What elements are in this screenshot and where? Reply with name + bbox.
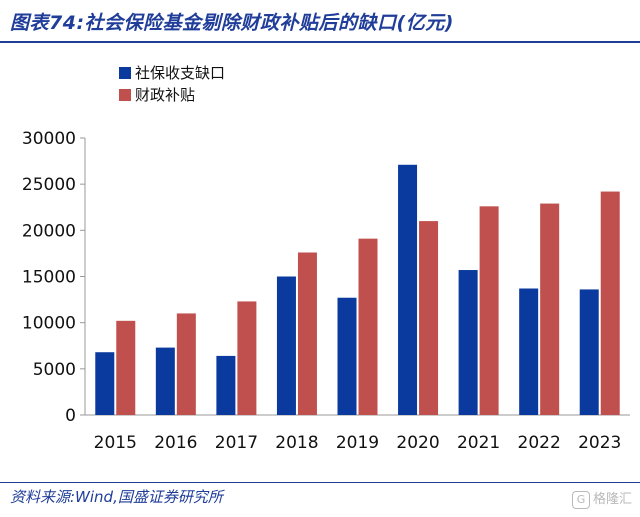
bar-series-1 (398, 164, 418, 415)
chart-title: 图表74:社会保险基金剔除财政补贴后的缺口(亿元) (10, 12, 454, 34)
y-tick-label: 0 (65, 406, 76, 426)
x-tick-label: 2020 (396, 433, 439, 453)
x-tick-label: 2019 (336, 433, 379, 453)
y-tick-label: 5000 (33, 360, 76, 380)
bar-series-2 (358, 238, 378, 415)
bar-series-1 (337, 297, 357, 415)
x-tick-label: 2016 (154, 433, 197, 453)
bar-series-1 (155, 347, 175, 415)
source-divider (0, 482, 640, 483)
x-tick-label: 2015 (94, 433, 137, 453)
legend-label: 财政补贴 (135, 86, 195, 104)
y-tick-label: 25000 (22, 175, 76, 195)
x-tick-label: 2017 (215, 433, 258, 453)
y-tick-label: 20000 (22, 221, 76, 241)
legend-label: 社保收支缺口 (135, 64, 225, 82)
bar-series-2 (419, 221, 439, 415)
bar-series-2 (600, 191, 620, 415)
bar-series-1 (276, 276, 296, 415)
bars (95, 164, 620, 415)
bar-series-2 (116, 320, 136, 415)
watermark-text: 格隆汇 (592, 492, 632, 507)
y-axis: 0 5000 10000 15000 20000 25000 30000 (22, 129, 86, 426)
bar-series-1 (216, 355, 236, 415)
x-axis: 2015 2016 2017 2018 2019 2020 2021 2022 2023 (85, 414, 630, 453)
bar-series-2 (479, 206, 499, 415)
bar-series-2 (297, 252, 317, 415)
y-tick-label: 10000 (22, 314, 76, 334)
bar-series-1 (519, 288, 539, 415)
bar-series-2 (237, 301, 257, 415)
bar-series-2 (176, 313, 196, 415)
title-divider (0, 41, 640, 43)
x-tick-label: 2018 (275, 433, 318, 453)
x-tick-label: 2021 (457, 433, 500, 453)
watermark-logo-icon: G (571, 491, 590, 509)
y-tick-label: 30000 (22, 129, 76, 149)
legend-swatch (119, 89, 131, 101)
watermark: G 格隆汇 (571, 488, 632, 509)
y-tick-label: 15000 (22, 268, 76, 288)
bar-series-1 (458, 270, 478, 415)
source-note: 资料来源:Wind,国盛证券研究所 (10, 488, 223, 506)
legend-swatch (119, 67, 131, 79)
bar-series-1 (95, 352, 115, 415)
x-tick-label: 2023 (578, 433, 621, 453)
bar-series-2 (540, 203, 560, 415)
bar-series-1 (579, 289, 599, 415)
x-tick-label: 2022 (518, 433, 561, 453)
